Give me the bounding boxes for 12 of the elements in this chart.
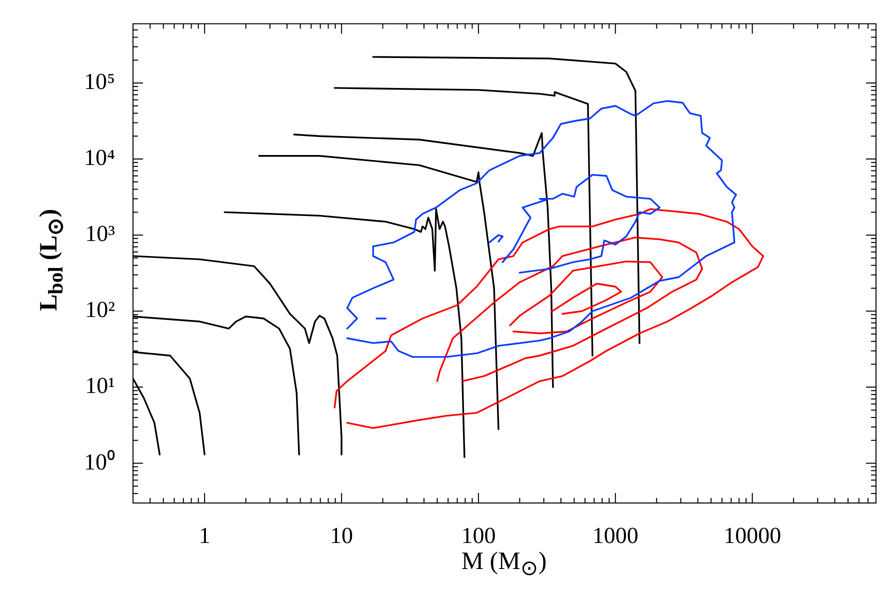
x-tick-label: 10000	[724, 522, 782, 548]
x-tick-label: 1000	[592, 522, 638, 548]
x-axis-title: M (M$_{⊙}$)	[461, 548, 547, 581]
x-tick-label: 10	[330, 522, 354, 548]
x-tick-label: 100	[461, 522, 496, 548]
y-tick-label: 10⁴	[84, 145, 115, 170]
y-tick-label: 10⁰	[84, 449, 115, 474]
x-tick-label: 1	[198, 522, 210, 548]
y-tick-label: 10³	[85, 221, 116, 246]
y-tick-label: 10²	[85, 297, 116, 322]
y-tick-label: 10⁵	[84, 69, 115, 94]
y-tick-label: 10¹	[85, 373, 116, 398]
